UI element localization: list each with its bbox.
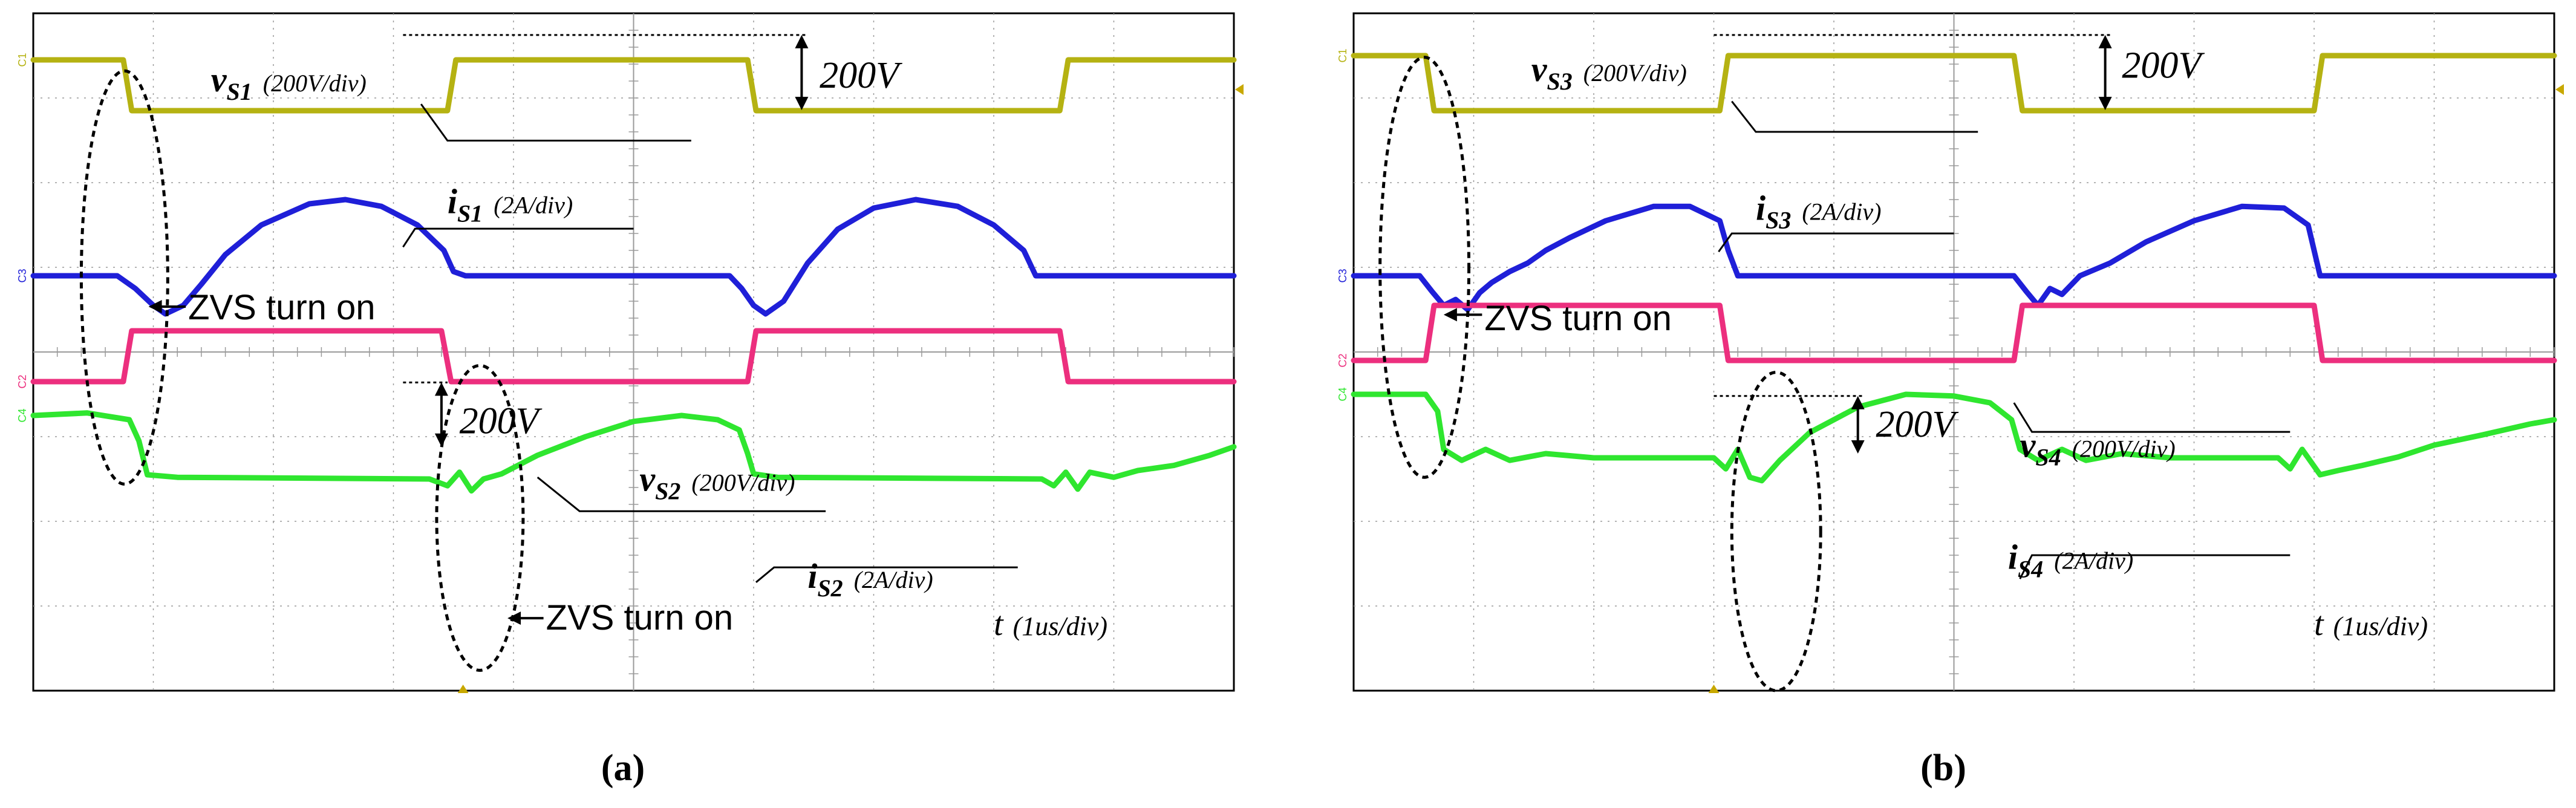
label-leader-line bbox=[755, 566, 1018, 583]
signal-scale: (200V/div) bbox=[691, 469, 795, 497]
signal-scale: (2A/div) bbox=[1802, 198, 1881, 226]
signal-var: i bbox=[448, 181, 457, 221]
signal-var: i bbox=[1756, 189, 1766, 228]
signal-subscript: S2 bbox=[655, 478, 680, 505]
zvs-ellipse bbox=[1378, 56, 1471, 479]
zvs-label: ZVS turn on bbox=[546, 598, 733, 637]
subplot-caption: (a) bbox=[601, 748, 645, 789]
label-leader-line bbox=[402, 227, 634, 248]
signal-subscript: S1 bbox=[227, 78, 252, 105]
signal-subscript: S3 bbox=[1547, 68, 1573, 95]
signal-var: i bbox=[807, 556, 817, 596]
signal-label-vS4: vS4 (200V/div) bbox=[2020, 426, 2176, 471]
channel-marker: C1 bbox=[1337, 48, 1349, 62]
zvs-label: ZVS turn on bbox=[1484, 299, 1671, 338]
signal-subscript: S4 bbox=[2035, 444, 2061, 471]
signal-label-iS1: iS1 (2A/div) bbox=[448, 181, 573, 227]
zvs-arrow-head bbox=[1443, 308, 1457, 322]
grid bbox=[1354, 13, 2555, 691]
label-leader-line bbox=[1731, 100, 1978, 133]
label-leader-line bbox=[1718, 232, 1954, 253]
signal-label-vS3: vS3 (200V/div) bbox=[1531, 50, 1687, 95]
signal-label-iS4: iS4 (2A/div) bbox=[2008, 537, 2133, 582]
signal-label-iS3: iS3 (2A/div) bbox=[1756, 189, 1881, 234]
zvs-ellipse bbox=[435, 363, 525, 672]
grid bbox=[33, 13, 1234, 691]
signal-var: v bbox=[639, 460, 656, 499]
measure-arrow-head bbox=[2098, 34, 2112, 48]
signal-scale: (2A/div) bbox=[494, 191, 573, 218]
signal-subscript: S1 bbox=[457, 200, 483, 227]
signal-subscript: S3 bbox=[1766, 207, 1791, 234]
trigger-marker-x bbox=[457, 685, 469, 693]
zvs-arrow-head bbox=[507, 611, 521, 625]
time-var: t bbox=[994, 605, 1004, 643]
measure-arrow-head bbox=[1851, 440, 1865, 454]
signal-subscript: S2 bbox=[817, 575, 843, 602]
waveform-vS3 bbox=[1351, 53, 2557, 114]
signal-label-vS1: vS1 (200V/div) bbox=[211, 60, 367, 105]
signal-var: i bbox=[2008, 537, 2018, 576]
time-scale-label: t (1us/div) bbox=[2314, 605, 2428, 643]
trigger-marker-y bbox=[2555, 84, 2564, 95]
signal-label-iS2: iS2 (2A/div) bbox=[807, 556, 933, 602]
measure-arrow-head bbox=[1851, 396, 1865, 409]
waveform-iS4 bbox=[1351, 391, 2557, 484]
zvs-arrow-head bbox=[148, 299, 162, 313]
label-leader-line bbox=[2019, 554, 2291, 579]
signal-scale: (2A/div) bbox=[2054, 547, 2133, 574]
signal-label-vS2: vS2 (200V/div) bbox=[639, 460, 795, 505]
trigger-marker-x bbox=[1708, 685, 1720, 693]
measure-arrow-head bbox=[795, 97, 809, 111]
waveform-vS4 bbox=[1351, 302, 2557, 363]
channel-marker: C2 bbox=[16, 374, 28, 388]
signal-var: v bbox=[1531, 50, 1548, 89]
measure-arrow-head bbox=[2098, 97, 2112, 111]
measure-label-200v: 200V bbox=[460, 400, 543, 441]
signal-scale: (2A/div) bbox=[854, 566, 933, 593]
measure-label-200v: 200V bbox=[1876, 404, 1958, 445]
channel-marker: C4 bbox=[16, 408, 28, 422]
trigger-marker-y bbox=[1235, 84, 1244, 95]
zvs-label: ZVS turn on bbox=[188, 288, 375, 327]
label-leader-line bbox=[536, 477, 826, 512]
waveform-iS2 bbox=[30, 410, 1237, 494]
label-leader-line bbox=[2013, 402, 2291, 433]
measure-arrow-head bbox=[795, 34, 809, 48]
waveform-vS1 bbox=[30, 57, 1237, 114]
measure-label-200v: 200V bbox=[2122, 45, 2205, 86]
time-scale-label: t (1us/div) bbox=[994, 605, 1107, 643]
measure-arrow-head bbox=[434, 382, 448, 396]
measure-arrow-head bbox=[434, 433, 448, 447]
channel-marker: C4 bbox=[1337, 387, 1349, 401]
waveform-vS2 bbox=[30, 328, 1237, 385]
zvs-ellipse bbox=[79, 69, 169, 486]
zvs-ellipse bbox=[1730, 371, 1822, 692]
measure-label-200v: 200V bbox=[820, 55, 902, 96]
channel-marker: C3 bbox=[1337, 269, 1349, 282]
time-var: t bbox=[2314, 605, 2324, 643]
signal-scale: (200V/div) bbox=[2072, 435, 2176, 463]
subplot-caption: (b) bbox=[1920, 748, 1966, 789]
signal-scale: (200V/div) bbox=[1583, 59, 1687, 86]
channel-marker: C1 bbox=[16, 53, 28, 67]
label-leader-line bbox=[420, 103, 691, 142]
signal-scale: (200V/div) bbox=[263, 70, 367, 97]
time-unit: (1us/div) bbox=[2333, 611, 2428, 641]
channel-marker: C3 bbox=[16, 269, 28, 282]
time-unit: (1us/div) bbox=[1013, 611, 1107, 641]
signal-var: v bbox=[211, 60, 227, 99]
channel-marker: C2 bbox=[1337, 353, 1349, 367]
